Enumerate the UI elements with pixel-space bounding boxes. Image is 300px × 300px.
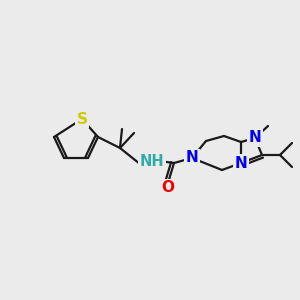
Text: N: N [186,151,198,166]
Text: O: O [161,181,175,196]
Text: N: N [235,155,248,170]
Text: N: N [249,130,261,146]
Text: NH: NH [140,154,164,169]
Text: S: S [76,112,88,127]
